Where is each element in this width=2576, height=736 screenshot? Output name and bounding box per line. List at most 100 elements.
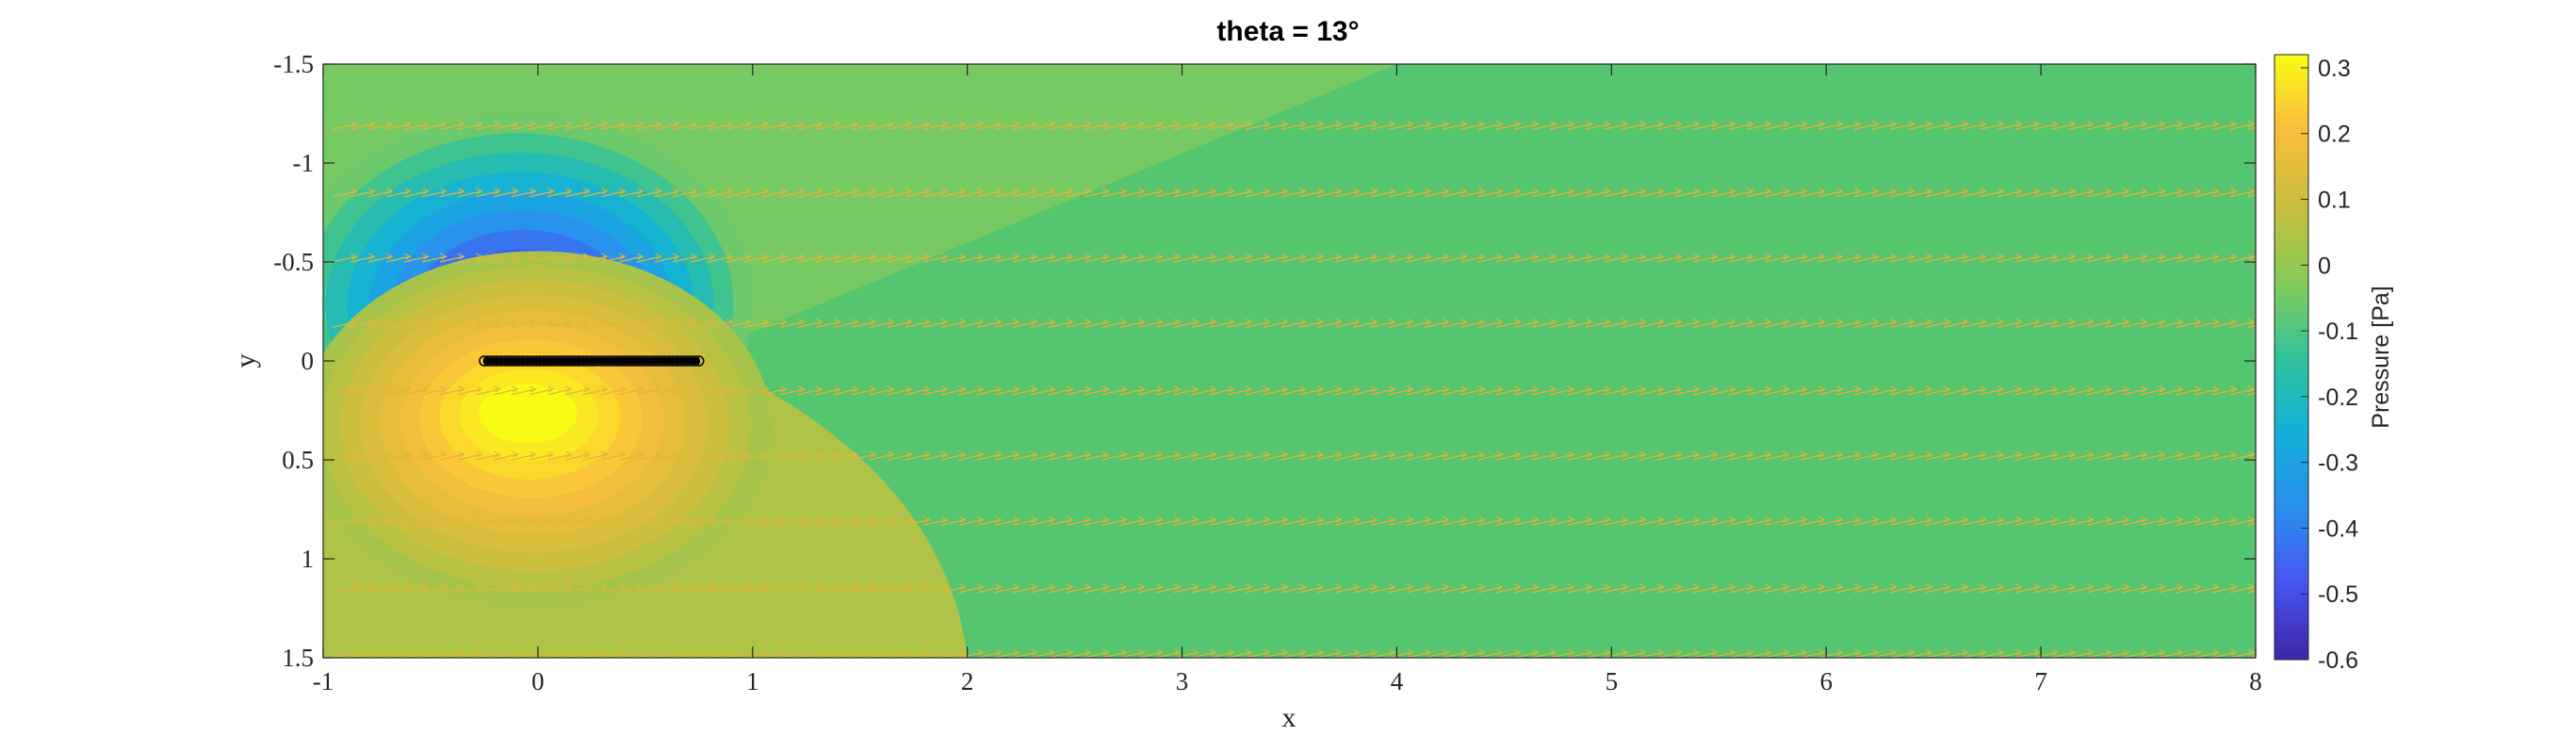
velocity-arrow bbox=[403, 651, 429, 658]
velocity-arrow bbox=[2176, 453, 2201, 461]
velocity-arrow bbox=[1513, 518, 1539, 526]
velocity-arrow bbox=[2068, 518, 2094, 526]
velocity-arrowhead bbox=[1818, 450, 1826, 458]
velocity-arrowhead bbox=[2266, 56, 2272, 61]
velocity-arrowhead bbox=[583, 318, 591, 325]
velocity-arrow bbox=[546, 586, 572, 594]
velocity-arrow bbox=[1997, 190, 2022, 198]
velocity-arrowhead bbox=[834, 450, 841, 458]
velocity-arrowhead bbox=[977, 515, 985, 523]
velocity-arrow bbox=[1137, 255, 1163, 263]
colorbar-tick-label: -0.6 bbox=[2318, 647, 2358, 674]
velocity-arrow bbox=[1764, 255, 1789, 263]
velocity-arrow bbox=[1442, 123, 1467, 130]
velocity-arrowhead bbox=[1532, 56, 1538, 61]
velocity-arrowhead bbox=[351, 188, 358, 195]
velocity-arrowhead bbox=[1604, 56, 1609, 61]
velocity-arrowhead bbox=[2015, 450, 2023, 458]
velocity-arrow bbox=[546, 388, 572, 396]
velocity-arrowhead bbox=[1443, 318, 1450, 325]
velocity-arrow bbox=[1979, 320, 2004, 328]
velocity-arrowhead bbox=[2105, 120, 2112, 127]
velocity-arrow bbox=[546, 123, 572, 130]
velocity-arrowhead bbox=[1174, 318, 1182, 325]
velocity-arrowhead bbox=[1729, 120, 1736, 127]
plate-marker bbox=[590, 355, 602, 367]
velocity-arrow bbox=[600, 123, 626, 130]
velocity-arrowhead bbox=[905, 515, 913, 523]
velocity-arrow bbox=[2247, 259, 2256, 263]
velocity-arrow bbox=[1531, 320, 1557, 328]
y-tick-label: 0.5 bbox=[282, 446, 314, 474]
velocity-arrow bbox=[1137, 388, 1163, 396]
velocity-arrowhead bbox=[834, 120, 841, 127]
velocity-arrow bbox=[332, 190, 357, 198]
velocity-arrowhead bbox=[1872, 188, 1880, 195]
velocity-arrow bbox=[351, 64, 353, 65]
velocity-arrowhead bbox=[1443, 120, 1450, 127]
velocity-arrow bbox=[2229, 388, 2255, 396]
velocity-arrowhead bbox=[2087, 450, 2095, 458]
velocity-arrow bbox=[2247, 392, 2256, 396]
velocity-arrow bbox=[529, 255, 554, 263]
velocity-arrowhead bbox=[2266, 121, 2272, 126]
velocity-arrow bbox=[511, 190, 536, 198]
velocity-arrowhead bbox=[1353, 515, 1361, 523]
velocity-arrowhead bbox=[1264, 385, 1271, 393]
velocity-arrowhead bbox=[1353, 253, 1361, 260]
velocity-arrow bbox=[1155, 190, 1181, 198]
velocity-arrow bbox=[546, 255, 572, 263]
velocity-arrowhead bbox=[1049, 120, 1056, 127]
velocity-arrowhead bbox=[1264, 56, 1269, 61]
velocity-arrowhead bbox=[709, 583, 716, 591]
velocity-arrowhead bbox=[2015, 515, 2023, 523]
plate-marker bbox=[547, 355, 559, 367]
velocity-arrow bbox=[1084, 388, 1109, 396]
velocity-arrow bbox=[940, 388, 966, 396]
velocity-arrow bbox=[2050, 518, 2076, 526]
velocity-arrowhead bbox=[1944, 188, 1951, 195]
velocity-arrowhead bbox=[673, 515, 680, 523]
velocity-arrowhead bbox=[655, 188, 662, 195]
velocity-arrowhead bbox=[476, 120, 483, 127]
velocity-arrow bbox=[1424, 453, 1449, 461]
velocity-arrow bbox=[2193, 518, 2219, 526]
velocity-arrowhead bbox=[888, 253, 895, 260]
velocity-arrow bbox=[1263, 518, 1288, 526]
velocity-arrow bbox=[2141, 64, 2144, 65]
velocity-arrow bbox=[1370, 123, 1395, 130]
velocity-arrowhead bbox=[798, 56, 804, 61]
velocity-arrowhead bbox=[1407, 188, 1414, 195]
velocity-arrowhead bbox=[2177, 56, 2182, 61]
velocity-arrowhead bbox=[2141, 648, 2148, 656]
velocity-arrow bbox=[457, 388, 482, 396]
velocity-arrowhead bbox=[2212, 120, 2220, 127]
velocity-arrow bbox=[2229, 651, 2255, 658]
velocity-arrowhead bbox=[1478, 120, 1486, 127]
velocity-arrow bbox=[2105, 64, 2108, 65]
velocity-arrow bbox=[905, 190, 930, 198]
velocity-arrow bbox=[1692, 388, 1718, 396]
x-axis: -1 0 1 2 3 4 5 6 7 8 bbox=[313, 64, 2262, 695]
velocity-arrowhead bbox=[1801, 56, 1806, 61]
velocity-arrow bbox=[2194, 64, 2197, 65]
velocity-arrowhead bbox=[852, 188, 859, 195]
velocity-arrowhead bbox=[2230, 515, 2238, 523]
velocity-arrow bbox=[797, 123, 823, 130]
velocity-arrowhead bbox=[2123, 188, 2130, 195]
velocity-arrow bbox=[1173, 518, 1198, 526]
velocity-arrow bbox=[1871, 320, 1897, 328]
velocity-arrow bbox=[2229, 453, 2255, 461]
velocity-arrow bbox=[654, 388, 679, 396]
velocity-arrow bbox=[1030, 190, 1055, 198]
plate-marker bbox=[568, 355, 580, 367]
velocity-arrowhead bbox=[1801, 318, 1808, 325]
velocity-arrowhead bbox=[386, 583, 394, 591]
velocity-arrow bbox=[1854, 64, 1857, 65]
velocity-arrowhead bbox=[1353, 120, 1361, 127]
velocity-arrowhead bbox=[1335, 450, 1343, 458]
velocity-arrow bbox=[1246, 64, 1248, 65]
velocity-arrow bbox=[977, 64, 980, 65]
velocity-arrow bbox=[546, 190, 572, 198]
velocity-arrowhead bbox=[512, 188, 519, 195]
